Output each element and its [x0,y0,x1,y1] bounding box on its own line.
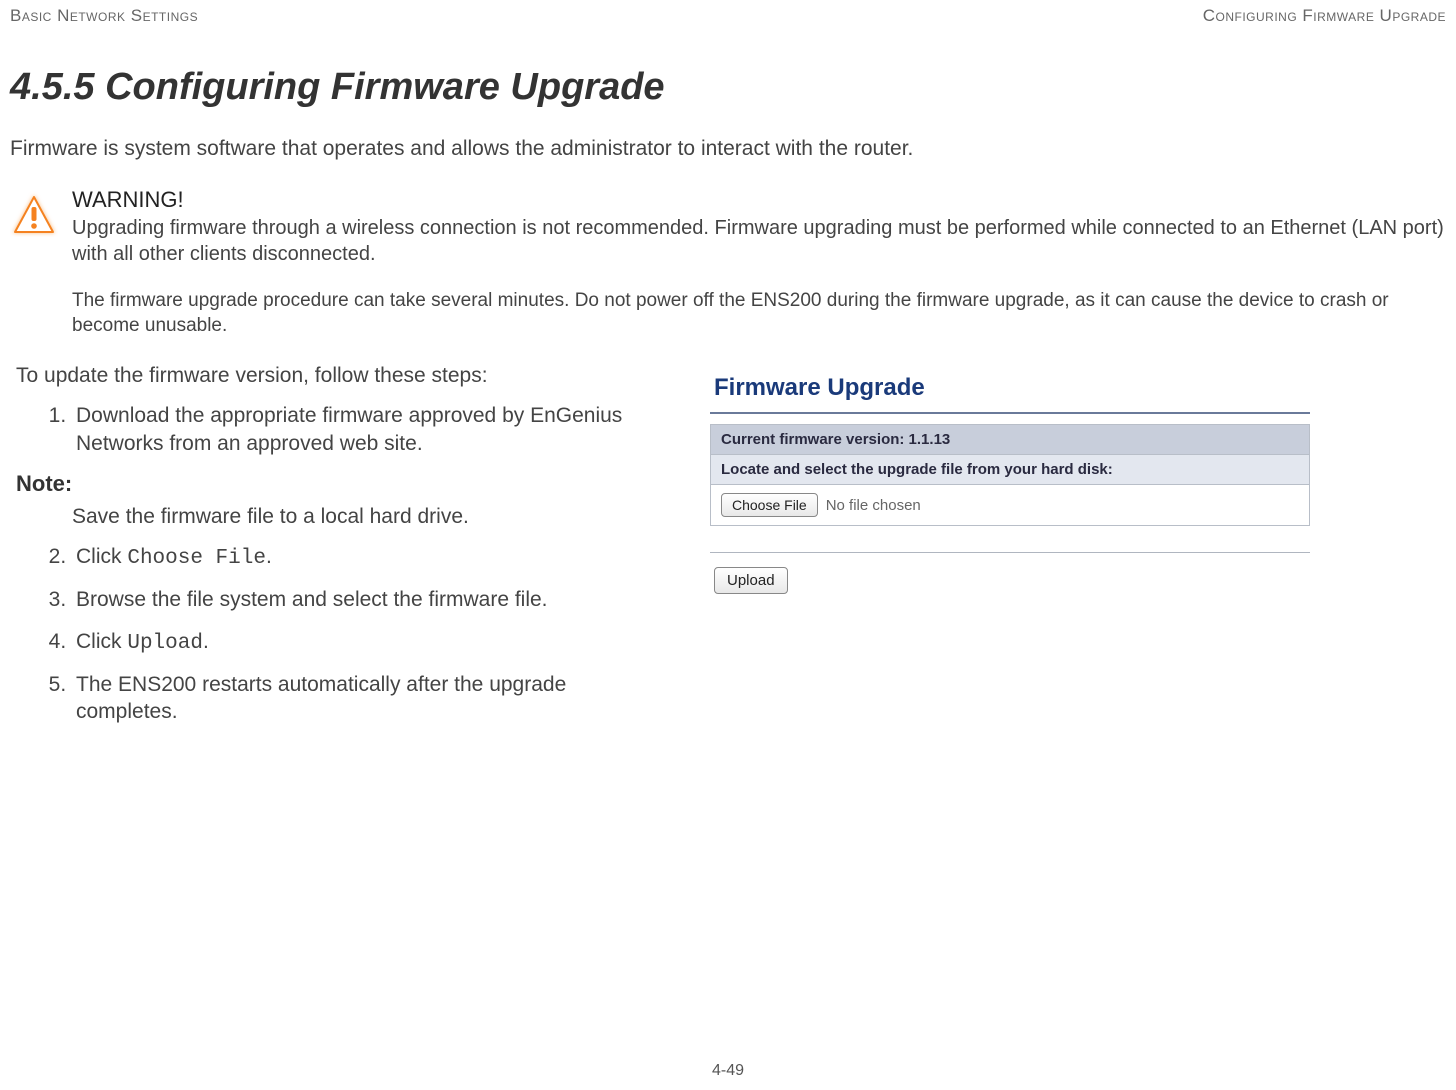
step-2-mono: Choose File [127,547,266,570]
step-2-prefix: Click [76,545,127,568]
page-number: 4-49 [712,1062,744,1080]
warning-text-1: Upgrading firmware through a wireless co… [72,215,1446,267]
step-2-suffix: . [266,545,272,568]
panel-title: Firmware Upgrade [710,368,1310,412]
panel-divider-2 [710,552,1310,553]
panel-divider [710,412,1310,414]
running-header: Basic Network Settings Configuring Firmw… [10,0,1446,26]
two-column-layout: To update the firmware version, follow t… [10,364,1446,739]
step-3: Browse the file system and select the fi… [72,586,670,613]
firmware-upgrade-panel: Firmware Upgrade Current firmware versio… [710,368,1310,594]
current-version-row: Current firmware version: 1.1.13 [710,424,1310,455]
note-heading: Note: [16,471,670,497]
warning-icon [10,191,58,239]
header-right: Configuring Firmware Upgrade [1203,6,1446,26]
warning-text-2: The firmware upgrade procedure can take … [72,289,1446,338]
step-4-suffix: . [203,630,209,653]
steps-intro: To update the firmware version, follow t… [16,364,670,388]
step-2: Click Choose File. [72,543,670,572]
locate-row: Locate and select the upgrade file from … [710,455,1310,485]
steps-list-continued: Click Choose File. Browse the file syste… [72,543,670,725]
warning-content: WARNING! Upgrading firmware through a wi… [72,187,1446,267]
upload-button[interactable]: Upload [714,567,788,594]
file-chooser-row: Choose File No file chosen [710,485,1310,526]
right-column: Firmware Upgrade Current firmware versio… [710,364,1330,594]
step-4: Click Upload. [72,628,670,657]
steps-list: Download the appropriate firmware approv… [72,402,670,457]
note-body: Save the firmware file to a local hard d… [72,505,670,529]
left-column: To update the firmware version, follow t… [10,364,670,739]
no-file-chosen-label: No file chosen [826,497,921,514]
step-5: The ENS200 restarts automatically after … [72,671,670,726]
step-1: Download the appropriate firmware approv… [72,402,670,457]
section-title: 4.5.5 Configuring Firmware Upgrade [10,66,1446,109]
choose-file-button[interactable]: Choose File [721,493,818,517]
step-4-mono: Upload [127,632,203,655]
header-left: Basic Network Settings [10,6,198,26]
section-intro: Firmware is system software that operate… [10,137,1446,161]
warning-block: WARNING! Upgrading firmware through a wi… [10,187,1446,267]
warning-heading: WARNING! [72,187,1446,213]
step-4-prefix: Click [76,630,127,653]
